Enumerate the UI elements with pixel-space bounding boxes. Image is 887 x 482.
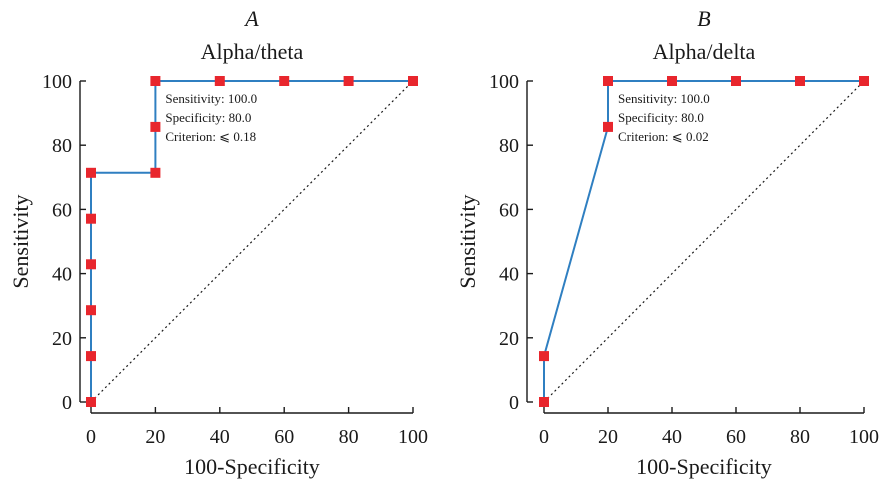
roc-point xyxy=(795,76,805,86)
y-tick-label: 0 xyxy=(509,392,519,414)
y-tick-label: 20 xyxy=(52,328,72,350)
y-tick-label: 0 xyxy=(62,392,72,414)
y-axis-label: Sensitivity xyxy=(8,194,33,288)
roc-point xyxy=(150,121,161,132)
x-tick-label: 60 xyxy=(274,426,294,448)
y-tick-label: 80 xyxy=(52,135,72,157)
x-tick-label: 80 xyxy=(790,426,810,448)
roc-panel-a: A Alpha/theta 0 20 40 60 80 100 0 20 40 60 80 100 100-… xyxy=(8,6,428,479)
x-tick-label: 0 xyxy=(539,426,549,448)
roc-point xyxy=(603,121,613,132)
y-tick-label: 40 xyxy=(52,264,72,286)
x-tick-label: 100 xyxy=(849,426,879,448)
x-tick-label: 40 xyxy=(210,426,230,448)
x-tick-label: 100 xyxy=(398,426,428,448)
roc-point xyxy=(859,76,869,86)
annotation-text: Sensitivity: 100.0 xyxy=(165,91,257,106)
roc-point xyxy=(86,213,96,224)
x-tick-label: 20 xyxy=(145,426,165,448)
chart-title: Alpha/delta xyxy=(653,39,756,64)
roc-point xyxy=(539,351,549,362)
y-tick-label: 60 xyxy=(52,199,72,221)
annotation-text: Specificity: 80.0 xyxy=(165,110,251,125)
x-tick-label: 20 xyxy=(598,426,618,448)
y-axis-label: Sensitivity xyxy=(455,194,480,288)
reference-diagonal xyxy=(90,80,414,403)
roc-curve-line xyxy=(543,80,864,402)
y-tick-label: 80 xyxy=(499,135,519,157)
y-tick-label: 100 xyxy=(42,71,72,93)
y-tick-label: 40 xyxy=(499,264,519,286)
roc-panel-b: B Alpha/delta 0 20 40 60 80 100 0 20 40 60 80 100 100-… xyxy=(455,6,879,479)
chart-title: Alpha/theta xyxy=(201,39,304,64)
roc-point xyxy=(667,76,677,86)
roc-point xyxy=(86,167,96,178)
roc-point xyxy=(150,76,161,86)
x-tick-label: 60 xyxy=(726,426,746,448)
x-tick-label: 0 xyxy=(86,426,96,448)
y-tick-label: 60 xyxy=(499,199,519,221)
annotation-text: Sensitivity: 100.0 xyxy=(618,91,710,106)
x-tick-label: 40 xyxy=(662,426,682,448)
y-tick-label: 100 xyxy=(489,71,519,93)
roc-point xyxy=(279,76,290,86)
annotation-text: Specificity: 80.0 xyxy=(618,110,704,125)
roc-point xyxy=(343,76,354,86)
roc-point xyxy=(86,397,96,407)
roc-point xyxy=(86,351,96,362)
roc-point xyxy=(408,76,418,86)
x-tick-label: 80 xyxy=(339,426,359,448)
y-tick-label: 20 xyxy=(499,328,519,350)
roc-point xyxy=(539,397,549,407)
roc-point xyxy=(731,76,741,86)
roc-point xyxy=(603,76,613,86)
x-axis-label: 100-Specificity xyxy=(184,454,320,479)
roc-point xyxy=(150,167,161,178)
roc-point xyxy=(86,259,96,270)
x-axis-label: 100-Specificity xyxy=(636,454,772,479)
roc-point xyxy=(86,305,96,316)
panel-letter: A xyxy=(243,6,259,31)
panel-letter: B xyxy=(697,6,710,31)
roc-point xyxy=(214,76,225,86)
annotation-text: Criterion: ⩽ 0.02 xyxy=(618,129,709,144)
reference-diagonal xyxy=(543,80,865,403)
annotation-text: Criterion: ⩽ 0.18 xyxy=(165,129,256,144)
